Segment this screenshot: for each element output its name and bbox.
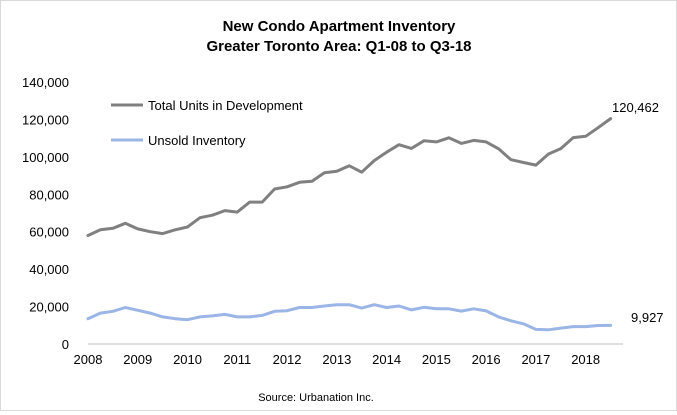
source-note: Source: Urbanation Inc.	[258, 392, 374, 404]
x-tick-label: 2011	[223, 352, 251, 367]
y-tick-label: 60,000	[29, 225, 69, 240]
end-label-unsold: 9,927	[631, 310, 664, 325]
series-line-total-units	[86, 117, 613, 237]
y-axis: 0 20,000 40,000 60,000 80,000 100,000 120,000 1…	[22, 75, 69, 352]
chart-title-line2: Greater Toronto Area: Q1-08 to Q3-18	[206, 38, 471, 55]
end-label-total-units: 120,462	[612, 100, 659, 115]
y-tick-label: 80,000	[29, 187, 69, 202]
x-tick-label: 2013	[322, 352, 351, 367]
y-tick-label: 0	[62, 337, 69, 352]
y-tick-label: 120,000	[22, 112, 69, 127]
x-tick-label: 2015	[422, 352, 451, 367]
x-tick-label: 2010	[173, 352, 202, 367]
x-tick-label: 2018	[571, 352, 600, 367]
x-tick-label: 2014	[372, 352, 401, 367]
legend-label-unsold: Unsold Inventory	[148, 133, 246, 148]
x-tick-label: 2008	[74, 352, 103, 367]
series-line-unsold	[86, 303, 613, 332]
y-tick-label: 140,000	[22, 75, 69, 90]
x-tick-label: 2016	[472, 352, 501, 367]
legend-label-total-units: Total Units in Development	[148, 98, 303, 113]
y-tick-label: 40,000	[29, 262, 69, 277]
y-tick-label: 20,000	[29, 300, 69, 315]
y-tick-label: 100,000	[22, 150, 69, 165]
x-axis: 2008 2009 2010 2011 2012 2013 2014 2015 2016 2017…	[74, 352, 601, 367]
x-tick-label: 2009	[123, 352, 152, 367]
x-tick-label: 2017	[521, 352, 550, 367]
chart-title-line1: New Condo Apartment Inventory	[223, 18, 456, 35]
series-layer	[86, 117, 613, 332]
x-tick-label: 2012	[273, 352, 302, 367]
legend: Total Units in Development Unsold Invent…	[111, 98, 303, 148]
